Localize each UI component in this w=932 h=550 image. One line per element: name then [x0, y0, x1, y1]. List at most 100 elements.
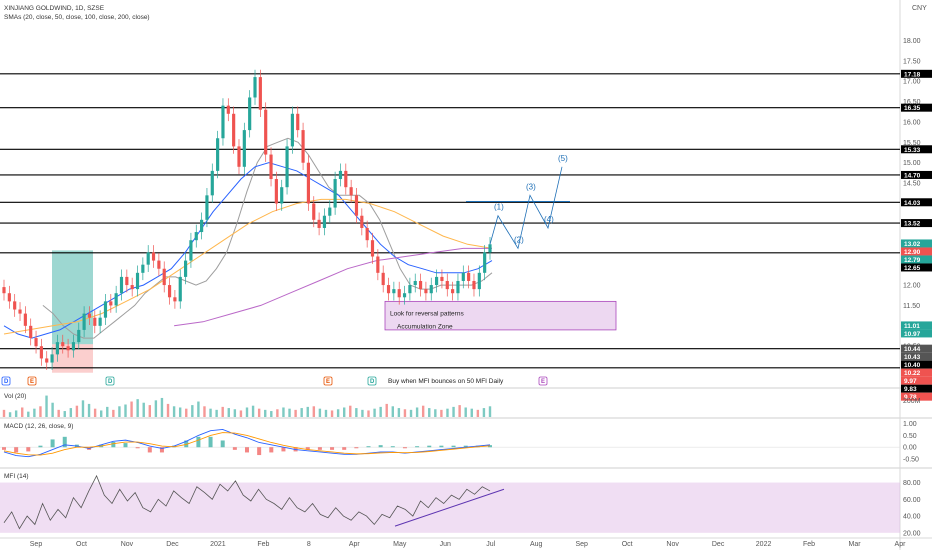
- volume-pane: Vol (20) 200M: [2, 393, 921, 417]
- time-axis-label: Sep: [575, 541, 588, 548]
- candle-body: [232, 113, 236, 147]
- price-tag-label: 15.33: [904, 147, 921, 154]
- price-tag-bg: [901, 352, 932, 361]
- macd-histogram-bar: [38, 445, 43, 448]
- time-axis-label: Feb: [257, 541, 269, 548]
- macd-histogram-bar: [415, 446, 420, 448]
- volume-bar: [136, 399, 139, 417]
- volume-bar: [428, 408, 431, 417]
- candle-body: [456, 280, 460, 294]
- candle-body: [173, 297, 177, 302]
- candle-body: [183, 260, 188, 277]
- candle-body: [226, 105, 230, 114]
- macd-histogram-bar: [463, 445, 468, 448]
- volume-bar: [421, 405, 425, 417]
- volume-bar: [379, 406, 382, 417]
- wave-label: (3): [526, 182, 536, 191]
- price-tag-bg: [901, 384, 932, 393]
- volume-bar: [336, 409, 340, 417]
- macd-histogram-bar: [342, 447, 347, 450]
- wave-label: (2): [514, 235, 524, 244]
- time-axis-label: 2022: [756, 541, 772, 548]
- candle-body: [322, 215, 327, 228]
- macd-histogram-bar: [317, 447, 322, 450]
- volume-bar: [306, 406, 309, 417]
- volume-bar: [45, 395, 48, 417]
- price-tick-label: 18.00: [903, 38, 921, 45]
- price-tick-label: 17.50: [903, 58, 921, 65]
- candle-body: [344, 170, 348, 188]
- candle-body: [194, 232, 198, 241]
- volume-bar: [239, 410, 243, 417]
- candle-body: [93, 317, 97, 326]
- candle-body: [34, 338, 38, 347]
- volume-bar: [209, 408, 212, 417]
- volume-bar: [81, 400, 85, 417]
- volume-bar: [446, 408, 449, 417]
- volume-bar: [106, 406, 109, 417]
- time-axis-label: Apr: [349, 541, 361, 548]
- candle-body: [125, 276, 129, 286]
- macd-histogram-bar: [123, 443, 128, 448]
- macd-histogram-bar: [330, 447, 335, 450]
- time-axis-label: Jul: [486, 541, 495, 548]
- candle-body: [66, 346, 70, 351]
- support-resistance-levels: [0, 73, 900, 369]
- candle-body: [178, 276, 182, 302]
- macd-histogram-bar: [439, 445, 444, 448]
- price-tag-label: 9.83: [904, 386, 917, 393]
- event-marker: [1, 376, 11, 386]
- volume-bar: [57, 409, 60, 417]
- price-tick-label: 16.00: [903, 119, 921, 126]
- candle-body: [376, 256, 380, 273]
- event-marker: [538, 376, 548, 386]
- price-tag-bg: [901, 239, 932, 248]
- price-tag-bg: [901, 247, 932, 256]
- volume-bar: [130, 401, 133, 417]
- volume-bar: [361, 409, 364, 417]
- event-marker-label: D: [4, 379, 9, 385]
- candle-body: [483, 252, 487, 273]
- price-tag-label: 10.43: [904, 354, 921, 361]
- volume-bar: [415, 407, 419, 417]
- candle-body: [50, 354, 54, 363]
- sma20-line: [42, 137, 493, 339]
- candle-body: [370, 240, 375, 257]
- event-marker-label: D: [108, 379, 113, 385]
- volume-bar: [2, 409, 6, 417]
- macd-histogram-bar: [159, 447, 164, 453]
- sma200-line: [174, 247, 492, 327]
- event-marker-label: D: [370, 379, 375, 385]
- volume-bar: [355, 408, 358, 417]
- price-tag-bg: [901, 255, 932, 264]
- event-marker-label: E: [30, 379, 34, 385]
- volume-bar: [385, 403, 388, 417]
- price-tag-bg: [901, 392, 932, 401]
- candle-body: [205, 195, 209, 220]
- macd-histogram-bar: [220, 440, 225, 448]
- volume-bar: [257, 408, 261, 417]
- volume-bar: [373, 408, 376, 417]
- candle-body: [408, 285, 412, 294]
- volume-bar: [452, 406, 455, 417]
- volume-bar: [166, 403, 170, 417]
- volume-bar: [458, 405, 461, 417]
- volume-bar: [270, 411, 273, 417]
- price-tag-label: 17.18: [904, 71, 921, 78]
- candle-body: [39, 346, 43, 359]
- volume-bar: [276, 409, 279, 417]
- volume-bar: [367, 410, 370, 417]
- candle-body: [328, 207, 332, 216]
- candle-body: [98, 317, 102, 326]
- event-marker: [105, 376, 115, 386]
- volume-title: Vol (20): [4, 393, 26, 400]
- volume-bar: [21, 407, 24, 417]
- macd-title: MACD (12, 26, close, 9): [4, 423, 73, 430]
- price-tag-bg: [901, 344, 932, 353]
- volume-bar: [87, 403, 91, 417]
- macd-histogram-bar: [196, 436, 201, 448]
- price-tag-label: 9.78: [904, 394, 917, 401]
- candle-body: [130, 285, 134, 290]
- candle-body: [248, 97, 252, 131]
